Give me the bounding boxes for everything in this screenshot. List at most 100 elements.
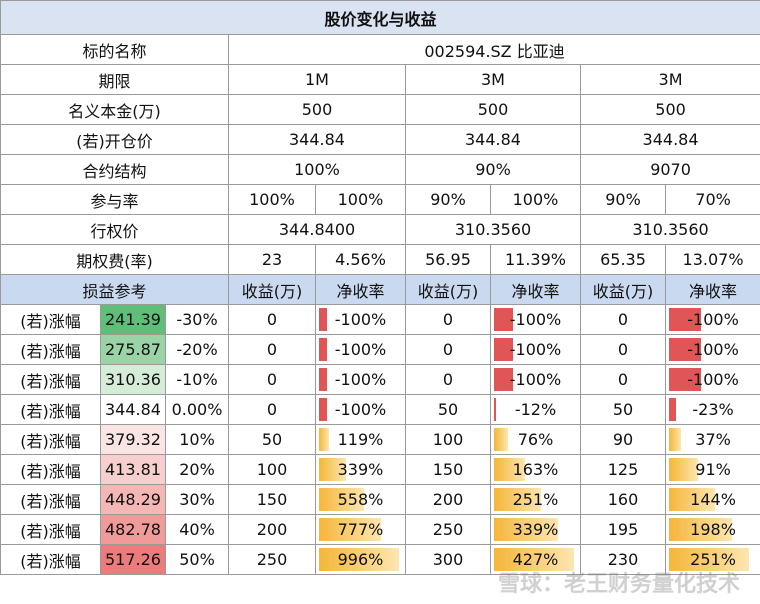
net-return-cell: 339%: [315, 454, 406, 485]
info-cell: 100%: [490, 184, 581, 215]
net-return-cell: 251%: [664, 544, 760, 575]
cell: -30%: [165, 304, 229, 335]
table-title: 股价变化与收益: [0, 0, 760, 35]
header-cell: 净收率: [315, 274, 406, 305]
cell-text: 427%: [512, 550, 559, 569]
data-bar: [494, 458, 525, 481]
cell-text: 119%: [337, 430, 384, 449]
data-bar: [319, 428, 329, 451]
price-cell: 448.29: [100, 484, 166, 515]
cell-text: -100%: [687, 340, 739, 359]
info-cell: 1M: [228, 64, 406, 95]
net-return-cell: 777%: [315, 514, 406, 545]
info-row: 合约结构 100% 90% 9070: [0, 154, 760, 185]
cell-text: -100%: [509, 340, 562, 359]
cell-text: 163%: [512, 460, 559, 479]
row-label: 标的名称: [0, 34, 229, 65]
table: 股价变化与收益 标的名称 002594.SZ 比亚迪 期限 1M 3M 3M 名义本金(万) 5…: [0, 0, 760, 575]
cell: (若)涨幅: [0, 364, 101, 395]
data-bar: [494, 338, 513, 361]
info-cell: 344.8400: [228, 214, 406, 245]
cell: 0: [580, 304, 666, 335]
title-row: 股价变化与收益: [0, 0, 760, 35]
data-bar: [669, 428, 681, 451]
cell-text: 251%: [690, 550, 736, 569]
info-row: 期限 1M 3M 3M: [0, 64, 760, 95]
info-cell: 500: [405, 94, 581, 125]
cell: 100: [405, 424, 491, 455]
info-cell: 3M: [405, 64, 581, 95]
info-cell: 90%: [405, 154, 581, 185]
data-bar: [494, 488, 542, 511]
scenario-row: (若)涨幅 517.26 50% 250 996% 300 427% 230 251%: [0, 544, 760, 575]
cell: 20%: [165, 454, 229, 485]
row-label: 行权价: [0, 214, 229, 245]
price-cell: 482.78: [100, 514, 166, 545]
cell: 50%: [165, 544, 229, 575]
net-return-cell: -100%: [490, 334, 581, 365]
data-bar: [319, 488, 364, 511]
info-cell: 65.35: [580, 244, 666, 275]
net-return-cell: 91%: [664, 454, 760, 485]
net-return-cell: -100%: [315, 394, 406, 425]
net-return-cell: 144%: [664, 484, 760, 515]
cell: 10%: [165, 424, 229, 455]
data-bar: [669, 368, 701, 391]
cell: 150: [228, 484, 316, 515]
net-return-cell: -100%: [664, 364, 760, 395]
price-cell: 517.26: [100, 544, 166, 575]
header-cell: 净收率: [490, 274, 581, 305]
cell: 0: [228, 334, 316, 365]
info-cell: 344.84: [228, 124, 406, 155]
scenario-row: (若)涨幅 482.78 40% 200 777% 250 339% 195 198%: [0, 514, 760, 545]
net-return-cell: -100%: [490, 304, 581, 335]
cell: 160: [580, 484, 666, 515]
data-bar: [319, 458, 347, 481]
info-cell: 4.56%: [315, 244, 406, 275]
info-cell: 13.07%: [664, 244, 760, 275]
data-bar: [494, 428, 509, 451]
cell-text: 558%: [337, 490, 384, 509]
info-cell: 500: [579, 94, 760, 125]
cell: (若)涨幅: [0, 424, 101, 455]
price-cell: 241.39: [100, 304, 166, 335]
cell: 0: [405, 334, 491, 365]
net-return-cell: -100%: [664, 334, 760, 365]
net-return-cell: 558%: [315, 484, 406, 515]
price-cell: 310.36: [100, 364, 166, 395]
cell-text: -100%: [509, 310, 562, 329]
info-cell: 3M: [579, 64, 760, 95]
scenario-row: (若)涨幅 241.39 -30% 0 -100% 0 -100% 0 -100%: [0, 304, 760, 335]
scenario-row: (若)涨幅 413.81 20% 100 339% 150 163% 125 91%: [0, 454, 760, 485]
cell-text: 339%: [512, 520, 559, 539]
cell: -10%: [165, 364, 229, 395]
cell-text: 996%: [337, 550, 384, 569]
cell: (若)涨幅: [0, 484, 101, 515]
header-cell: 收益(万): [405, 274, 491, 305]
data-bar: [669, 338, 701, 361]
table-body: 股价变化与收益 标的名称 002594.SZ 比亚迪 期限 1M 3M 3M 名义本金(万) 5…: [0, 0, 760, 575]
cell: 0.00%: [165, 394, 229, 425]
row-label: 合约结构: [0, 154, 229, 185]
cell: 195: [580, 514, 666, 545]
cell: 40%: [165, 514, 229, 545]
price-cell: 275.87: [100, 334, 166, 365]
net-return-cell: 37%: [664, 424, 760, 455]
scenario-row: (若)涨幅 275.87 -20% 0 -100% 0 -100% 0 -100%: [0, 334, 760, 365]
price-cell: 379.32: [100, 424, 166, 455]
cell-text: -100%: [334, 310, 387, 329]
cell: 0: [405, 364, 491, 395]
cell: 0: [405, 304, 491, 335]
scenario-row: (若)涨幅 379.32 10% 50 119% 100 76% 90 37%: [0, 424, 760, 455]
net-return-cell: -100%: [490, 364, 581, 395]
data-bar: [669, 518, 733, 541]
data-bar: [319, 518, 382, 541]
cell: 125: [580, 454, 666, 485]
info-row: (若)开仓价 344.84 344.84 344.84: [0, 124, 760, 155]
cell: 0: [228, 364, 316, 395]
info-row: 标的名称 002594.SZ 比亚迪: [0, 34, 760, 65]
net-return-cell: 427%: [490, 544, 581, 575]
info-row: 名义本金(万) 500 500 500: [0, 94, 760, 125]
net-return-cell: 119%: [315, 424, 406, 455]
